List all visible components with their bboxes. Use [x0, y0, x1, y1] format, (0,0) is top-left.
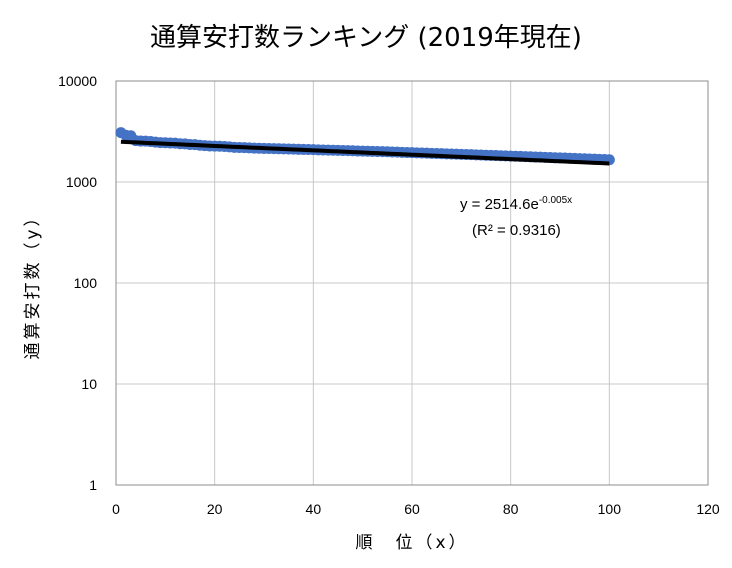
x-tick-label: 120: [696, 501, 720, 517]
chart-title: 通算安打数ランキング (2019年現在): [150, 23, 582, 53]
trend-r-squared: (R² = 0.9316): [472, 222, 561, 239]
x-tick-label: 80: [503, 501, 519, 517]
trend-equation-main: y = 2514.6e: [460, 196, 539, 213]
y-tick-label: 1000: [66, 174, 97, 190]
x-tick-label: 60: [404, 501, 420, 517]
trendline: [120, 139, 610, 166]
x-tick-label: 40: [306, 501, 322, 517]
y-tick-label: 1: [89, 477, 97, 493]
y-tick-label: 100: [74, 275, 98, 291]
x-tick-label: 100: [598, 501, 622, 517]
y-tick-label: 10000: [58, 73, 97, 89]
y-axis-title: 通算安打数（y）: [23, 206, 43, 359]
x-axis-ticks: 0 20 40 60 80 100 120: [112, 501, 720, 517]
trend-equation: y = 2514.6e-0.005x: [460, 195, 572, 213]
plot-frame: [115, 80, 709, 486]
x-axis-title: 順 位（x）: [355, 533, 468, 553]
y-tick-label: 10: [81, 376, 97, 392]
x-tick-label: 0: [112, 501, 120, 517]
y-axis-ticks: 1 10 100 1000 10000: [58, 73, 97, 493]
trend-equation-exponent: -0.005x: [539, 195, 572, 206]
x-tick-label: 20: [207, 501, 223, 517]
